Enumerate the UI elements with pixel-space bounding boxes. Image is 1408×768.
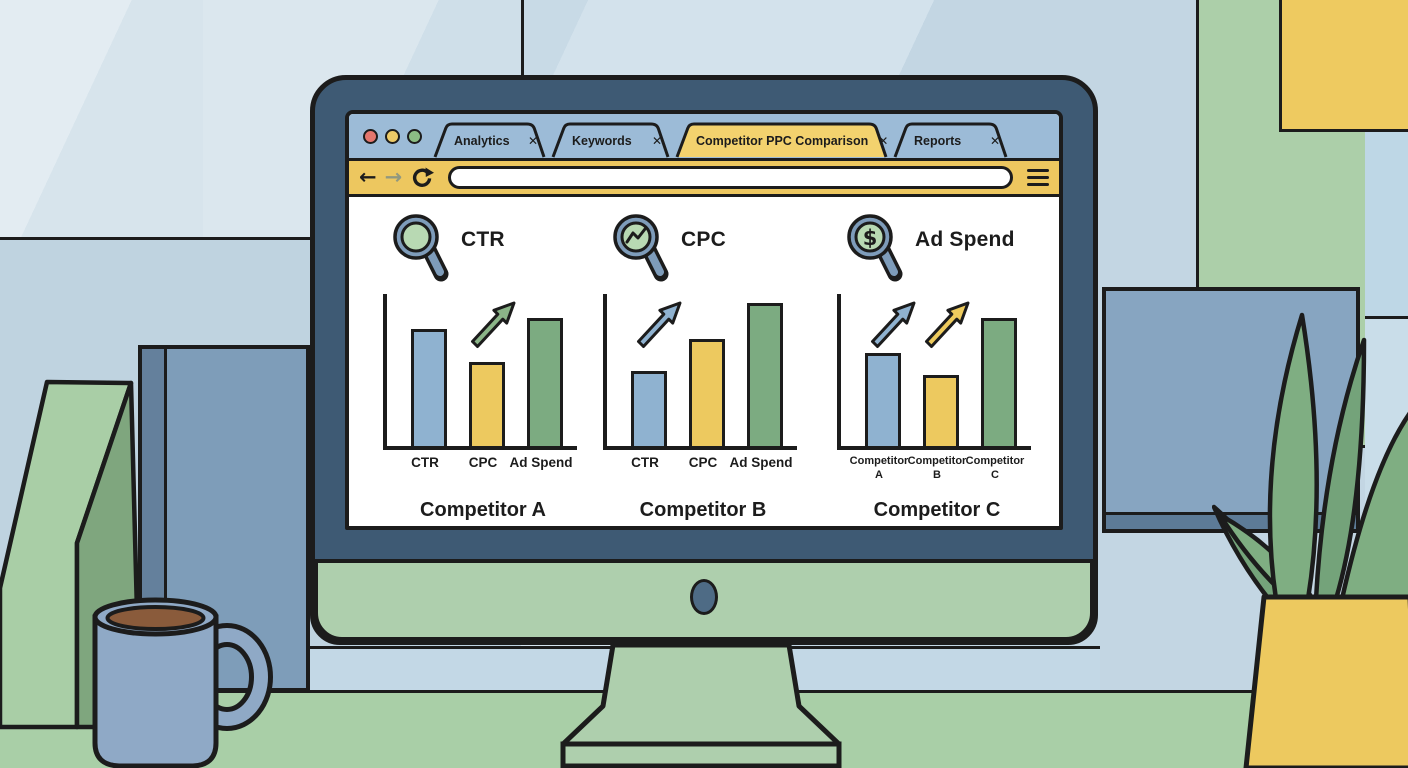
back-button[interactable]: ←: [359, 165, 377, 189]
chart-plot: [603, 294, 797, 450]
tab-analytics[interactable]: Analytics ✕: [432, 121, 548, 158]
wall-panel-yellow: [1279, 0, 1408, 132]
bar-ad-spend: [747, 303, 783, 446]
chart-header: CPC: [611, 212, 803, 294]
traffic-lights: [363, 128, 422, 144]
traffic-light-green[interactable]: [407, 128, 422, 144]
chart-x-labels: Competitor A Competitor B Competitor C: [837, 455, 1037, 491]
monitor-chin: [314, 559, 1094, 641]
bar-label: Competitor A: [849, 455, 909, 481]
chart-header: $ Ad Spend: [845, 212, 1037, 294]
chart-title: Ad Spend: [915, 228, 1015, 251]
up-trend-arrow-icon: [925, 301, 970, 348]
bar-competitor-a: [865, 353, 901, 446]
magnifier-icon: [393, 214, 449, 282]
chart-panel-competitor-c: $ Ad Spend Competitor A Competitor B Compe…: [837, 212, 1037, 522]
up-trend-arrow-icon: [471, 301, 516, 348]
magnifier-dollar-icon: $: [847, 214, 903, 282]
bar-cpc: [469, 362, 505, 446]
chart-caption: Competitor C: [873, 499, 1001, 521]
refresh-icon[interactable]: [410, 166, 435, 190]
chart-plot: [383, 294, 577, 450]
magnifier-trendline-icon: [613, 214, 669, 282]
browser-toolbar: ← →: [349, 161, 1059, 197]
traffic-light-red[interactable]: [363, 128, 378, 144]
chart-x-labels: CTR CPC Ad Spend: [603, 455, 803, 491]
url-bar[interactable]: [448, 166, 1013, 189]
tab-close-icon[interactable]: ✕: [989, 134, 1000, 148]
chart-title: CTR: [461, 228, 505, 251]
tab-label: Analytics: [454, 134, 510, 148]
bar-competitor-b: [923, 375, 959, 446]
browser-tab-bar: Analytics ✕ Keywords ✕ Competitor PPC Co…: [349, 114, 1059, 161]
tab-competitor-ppc-comparison[interactable]: Competitor PPC Comparison ✕: [674, 121, 890, 158]
bar-ad-spend: [527, 318, 563, 446]
chart-plot: [837, 294, 1031, 450]
bar-label: Ad Spend: [729, 455, 793, 470]
chart-panel-competitor-b: CPC CTR CPC Ad Spend Competitor B: [603, 212, 803, 522]
tab-close-icon[interactable]: ✕: [527, 134, 538, 148]
traffic-light-yellow[interactable]: [385, 128, 400, 144]
tab-keywords[interactable]: Keywords ✕: [550, 121, 672, 158]
bar-label: CPC: [688, 455, 718, 470]
bar-label: Ad Spend: [509, 455, 573, 470]
browser-window: Analytics ✕ Keywords ✕ Competitor PPC Co…: [345, 110, 1063, 530]
forward-button[interactable]: →: [384, 165, 403, 189]
page-content-area: CTR CTR CPC Ad Spend Competitor A CPC CTR C…: [349, 197, 1059, 526]
potted-plant: [1212, 312, 1408, 768]
bar-ctr: [411, 329, 447, 446]
bar-label: Competitor C: [965, 455, 1025, 481]
chart-caption: Competitor A: [420, 499, 546, 521]
bar-label: CTR: [631, 455, 659, 470]
tab-close-icon[interactable]: ✕: [878, 134, 889, 148]
chart-header: CTR: [391, 212, 583, 294]
power-button-icon: [690, 579, 718, 615]
tab-strip: Analytics ✕ Keywords ✕ Competitor PPC Co…: [432, 114, 1010, 158]
tab-close-icon[interactable]: ✕: [651, 134, 662, 148]
chart-x-labels: CTR CPC Ad Spend: [383, 455, 583, 491]
up-trend-arrow-icon: [871, 301, 916, 348]
bar-competitor-c: [981, 318, 1017, 446]
wall-panel-top-left: [0, 0, 206, 240]
hamburger-menu-icon[interactable]: [1027, 168, 1049, 187]
tab-label: Competitor PPC Comparison: [696, 134, 869, 148]
monitor: Analytics ✕ Keywords ✕ Competitor PPC Co…: [310, 75, 1098, 645]
bar-ctr: [631, 371, 667, 446]
coffee-mug: [92, 597, 273, 768]
bar-label: CTR: [411, 455, 439, 470]
tab-label: Reports: [914, 134, 962, 148]
up-trend-arrow-icon: [637, 301, 682, 348]
bar-label: CPC: [468, 455, 498, 470]
tab-label: Keywords: [572, 134, 632, 148]
bar-cpc: [689, 339, 725, 446]
chart-panel-competitor-a: CTR CTR CPC Ad Spend Competitor A: [383, 212, 583, 522]
tab-reports[interactable]: Reports ✕: [892, 121, 1010, 158]
monitor-stand: [560, 642, 842, 768]
chart-title: CPC: [681, 228, 726, 251]
chart-caption: Competitor B: [639, 499, 767, 521]
bar-label: Competitor B: [907, 455, 967, 481]
svg-text:$: $: [863, 226, 878, 250]
